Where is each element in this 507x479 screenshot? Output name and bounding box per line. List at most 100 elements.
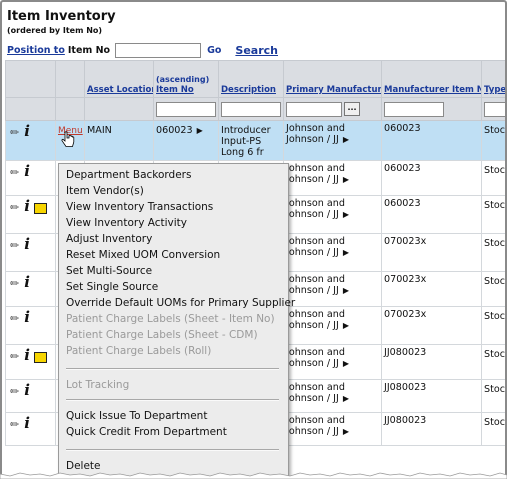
description-filter-input[interactable] <box>221 101 281 117</box>
triangle-right-icon[interactable]: ▶ <box>342 175 349 184</box>
hand-cursor-icon <box>61 131 75 147</box>
type-value: Stoc <box>484 417 505 428</box>
row-menu-link[interactable]: Menu <box>58 126 83 136</box>
position-field-label: Item No <box>67 44 111 56</box>
position-item-no-input[interactable] <box>115 42 202 58</box>
row-actions-cell: ✏ i <box>5 233 56 272</box>
manufacturer-value: Johnson and Johnson / JJ <box>286 163 345 185</box>
row-actions-cell: ✏ i <box>5 344 56 380</box>
menu-item[interactable]: Override Default UOMs for Primary Suppli… <box>66 297 296 309</box>
triangle-right-icon[interactable]: ▶ <box>196 126 203 135</box>
triangle-right-icon[interactable]: ▶ <box>342 135 349 144</box>
torn-edge <box>0 472 507 479</box>
info-icon[interactable]: i <box>24 414 30 432</box>
triangle-right-icon[interactable]: ▶ <box>342 321 349 330</box>
info-icon[interactable]: i <box>24 273 30 291</box>
triangle-right-icon[interactable]: ▶ <box>342 210 349 219</box>
menu-item[interactable]: Quick Credit From Department <box>66 426 227 438</box>
description-column-header[interactable]: Description <box>221 85 276 95</box>
manufacturer-cell: Johnson and Johnson / JJ ▶ <box>283 306 382 345</box>
pencil-icon[interactable]: ✏ <box>10 166 20 179</box>
info-icon[interactable]: i <box>24 235 30 253</box>
note-icon[interactable] <box>33 202 47 214</box>
type-value: Stoc <box>484 311 505 322</box>
menu-item: Lot Tracking <box>66 379 130 391</box>
info-icon[interactable]: i <box>24 308 30 326</box>
triangle-right-icon[interactable]: ▶ <box>342 248 349 257</box>
search-link[interactable]: Search <box>235 43 278 57</box>
manufacturer-item-no-value: 070023x <box>384 274 427 285</box>
manufacturer-item-no-cell: 060023 <box>381 160 482 196</box>
info-icon[interactable]: i <box>24 122 30 140</box>
pencil-icon[interactable]: ✏ <box>10 201 20 214</box>
primary-manufacturer-column-header[interactable]: Primary Manufacturer <box>286 85 382 95</box>
manufacturer-cell: Johnson and Johnson / JJ ▶ <box>283 233 382 272</box>
menu-item[interactable]: Department Backorders <box>66 169 192 181</box>
type-cell: Stoc <box>481 160 505 196</box>
triangle-right-icon[interactable]: ▶ <box>342 286 349 295</box>
menu-item[interactable]: Set Single Source <box>66 281 159 293</box>
note-icon[interactable] <box>33 351 47 363</box>
type-cell: Stoc <box>481 195 505 234</box>
menu-item[interactable]: Item Vendor(s) <box>66 185 144 197</box>
asset-location-column-header[interactable]: Asset Location <box>87 85 154 95</box>
manufacturer-item-no-value: JJ080023 <box>384 347 427 358</box>
manufacturer-lookup-button[interactable]: ... <box>344 102 360 116</box>
type-column-header[interactable]: Type <box>484 85 507 95</box>
info-icon[interactable]: i <box>24 346 30 364</box>
manufacturer-item-no-filter-input[interactable] <box>384 101 444 117</box>
row-actions-cell: ✏ i <box>5 412 56 446</box>
header-cell-asset-location: Asset Location <box>84 60 154 98</box>
type-cell: Stoc <box>481 120 505 161</box>
menu-item[interactable]: View Inventory Transactions <box>66 201 214 213</box>
info-icon[interactable]: i <box>24 381 30 399</box>
menu-item: Patient Charge Labels (Sheet - Item No) <box>66 313 275 325</box>
position-to-link[interactable]: Position to <box>7 44 65 56</box>
pencil-icon[interactable]: ✏ <box>10 277 20 290</box>
manufacturer-item-no-cell: 060023 <box>381 120 482 161</box>
header-cell-type: Type <box>481 60 507 98</box>
menu-separator <box>66 399 279 401</box>
menu-item[interactable]: Adjust Inventory <box>66 233 153 245</box>
manufacturer-cell: Johnson and Johnson / JJ ▶ <box>283 195 382 234</box>
menu-item[interactable]: Delete <box>66 460 101 472</box>
type-value: Stoc <box>484 238 505 249</box>
pencil-icon[interactable]: ✏ <box>10 239 20 252</box>
menu-item[interactable]: Set Multi-Source <box>66 265 153 277</box>
page-title: Item Inventory <box>7 9 116 24</box>
header-cell-menu <box>55 60 85 98</box>
pencil-icon[interactable]: ✏ <box>10 126 20 139</box>
item-no-column-header[interactable]: Item No <box>156 85 194 95</box>
menu-item[interactable]: View Inventory Activity <box>66 217 188 229</box>
filter-cell-menu <box>55 97 85 121</box>
manufacturer-item-no-column-header[interactable]: Manufacturer Item No <box>384 85 482 95</box>
triangle-right-icon[interactable]: ▶ <box>342 427 349 436</box>
pencil-icon[interactable]: ✏ <box>10 385 20 398</box>
info-icon[interactable]: i <box>24 162 30 180</box>
manufacturer-filter-input[interactable] <box>286 101 342 117</box>
filter-cell-actions <box>5 97 56 121</box>
pencil-icon[interactable]: ✏ <box>10 418 20 431</box>
manufacturer-cell: Johnson and Johnson / JJ ▶ <box>283 412 382 446</box>
table-row[interactable]: ✏ i Menu MAIN 060023 ▶ Introducer Input-PS Lon… <box>5 120 505 161</box>
item-no-filter-input[interactable] <box>156 101 216 117</box>
description-cell: Introducer Input-PS Long 6 fr <box>218 120 284 161</box>
type-value: Stoc <box>484 200 505 211</box>
manufacturer-item-no-value: JJ080023 <box>384 382 427 393</box>
info-icon[interactable]: i <box>24 197 30 215</box>
go-button[interactable]: Go <box>207 44 222 56</box>
type-cell: Stoc <box>481 412 505 446</box>
pencil-icon[interactable]: ✏ <box>10 350 20 363</box>
triangle-right-icon[interactable]: ▶ <box>342 394 349 403</box>
type-cell: Stoc <box>481 271 505 307</box>
menu-item[interactable]: Quick Issue To Department <box>66 410 208 422</box>
pencil-icon[interactable]: ✏ <box>10 312 20 325</box>
filter-cell-description <box>218 97 284 121</box>
header-cell-primary-manufacturer: Primary Manufacturer <box>283 60 382 98</box>
manufacturer-value: Johnson and Johnson / JJ <box>286 198 345 220</box>
menu-item[interactable]: Reset Mixed UOM Conversion <box>66 249 221 261</box>
item-no-cell: 060023 ▶ <box>153 120 219 161</box>
triangle-right-icon[interactable]: ▶ <box>342 359 349 368</box>
manufacturer-item-no-cell: JJ080023 <box>381 412 482 446</box>
type-filter-input[interactable] <box>484 101 505 117</box>
